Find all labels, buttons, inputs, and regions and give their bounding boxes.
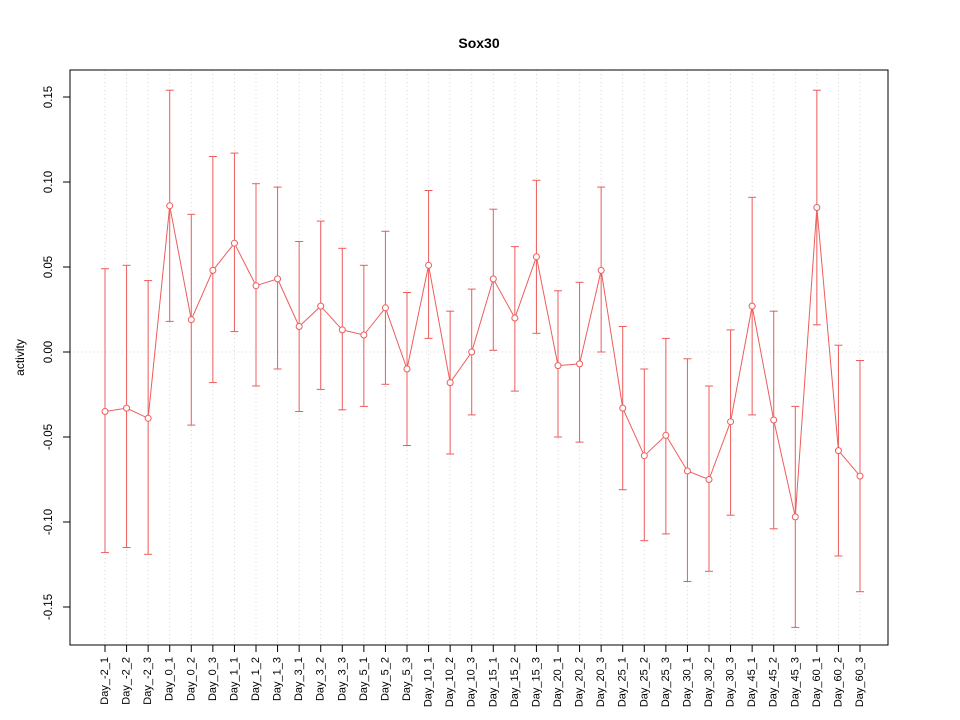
data-point [748, 302, 756, 310]
x-tick-label: Day_-2_1 [99, 657, 111, 705]
x-tick-label: Day_20_1 [552, 657, 564, 707]
x-tick-label: Day_45_2 [768, 657, 780, 707]
x-tick-label: Day_15_2 [509, 657, 521, 707]
data-point [576, 360, 584, 368]
x-tick-label: Day_1_2 [250, 657, 262, 701]
x-tick-label: Day_60_3 [854, 657, 866, 707]
data-point [403, 365, 411, 373]
x-tick-label: Day_15_3 [530, 657, 542, 707]
plot-border [69, 69, 889, 646]
x-tick-label: Day_0_3 [207, 657, 219, 701]
y-tick-label: -0.10 [43, 509, 55, 535]
y-tick-label: -0.15 [43, 594, 55, 620]
data-point [856, 472, 864, 480]
data-point [252, 282, 260, 290]
x-tick-label: Day_30_2 [703, 657, 715, 707]
x-tick-label: Day_25_3 [660, 657, 672, 707]
x-tick-label: Day_0_1 [164, 657, 176, 701]
x-tick-label: Day_45_3 [789, 657, 801, 707]
chart-title: Sox30 [458, 35, 499, 51]
data-point [554, 362, 562, 370]
x-tick-label: Day_60_2 [832, 657, 844, 707]
data-point [727, 418, 735, 426]
data-point [209, 266, 217, 274]
y-tick-label: 0.05 [43, 256, 55, 278]
x-tick-label: Day_25_1 [617, 657, 629, 707]
x-tick-label: Day_10_1 [423, 657, 435, 707]
data-point [619, 404, 627, 412]
data-point [317, 302, 325, 310]
data-point [295, 323, 303, 330]
x-tick-label: Day_5_1 [358, 657, 370, 701]
series-line [104, 205, 861, 518]
data-point [640, 452, 648, 460]
data-point [683, 467, 691, 475]
data-point [360, 331, 368, 339]
data-point [446, 379, 454, 387]
x-tick-label: Day_1_1 [228, 657, 240, 701]
data-point [770, 416, 778, 424]
data-point [468, 348, 476, 356]
x-tick-label: Day_10_3 [466, 657, 478, 707]
data-point [597, 266, 605, 274]
data-point [101, 408, 109, 415]
x-tick-label: Day_60_1 [811, 657, 823, 707]
x-tick-label: Day_20_3 [595, 657, 607, 707]
data-point [489, 275, 497, 283]
x-tick-label: Day_-2_2 [121, 657, 133, 705]
data-point [230, 239, 238, 247]
data-point [662, 431, 670, 439]
x-tick-label: Day_10_2 [444, 657, 456, 707]
data-point [381, 304, 389, 312]
x-tick-label: Day_-2_3 [142, 657, 154, 705]
x-tick-label: Day_5_3 [401, 657, 413, 701]
data-point [813, 204, 821, 211]
x-tick-label: Day_0_2 [185, 657, 197, 701]
x-tick-label: Day_3_2 [315, 657, 327, 701]
x-tick-label: Day_3_3 [336, 657, 348, 701]
data-point [425, 261, 433, 269]
x-tick-label: Day_45_1 [746, 657, 758, 707]
x-tick-label: Day_20_2 [574, 657, 586, 707]
y-tick-label: -0.05 [43, 424, 55, 450]
x-tick-label: Day_30_3 [725, 657, 737, 707]
data-point [532, 253, 540, 261]
x-tick-label: Day_25_2 [638, 657, 650, 707]
data-point [834, 447, 842, 455]
y-axis-label: activity [13, 339, 27, 376]
data-point [166, 202, 174, 210]
y-tick-label: 0.10 [43, 171, 55, 193]
data-point [791, 513, 799, 521]
data-point [705, 476, 713, 483]
data-point [511, 314, 519, 322]
data-point [144, 414, 152, 422]
x-tick-label: Day_30_1 [681, 657, 693, 707]
y-tick-label: 0.15 [43, 86, 55, 108]
x-tick-label: Day_15_1 [487, 657, 499, 707]
x-tick-label: Day_3_1 [293, 657, 305, 701]
data-point [274, 275, 282, 283]
data-point [338, 326, 346, 334]
data-point [187, 316, 195, 324]
x-tick-label: Day_5_2 [379, 657, 391, 701]
x-tick-label: Day_1_3 [272, 657, 284, 701]
data-point [123, 404, 131, 412]
y-tick-label: 0.00 [43, 341, 55, 363]
